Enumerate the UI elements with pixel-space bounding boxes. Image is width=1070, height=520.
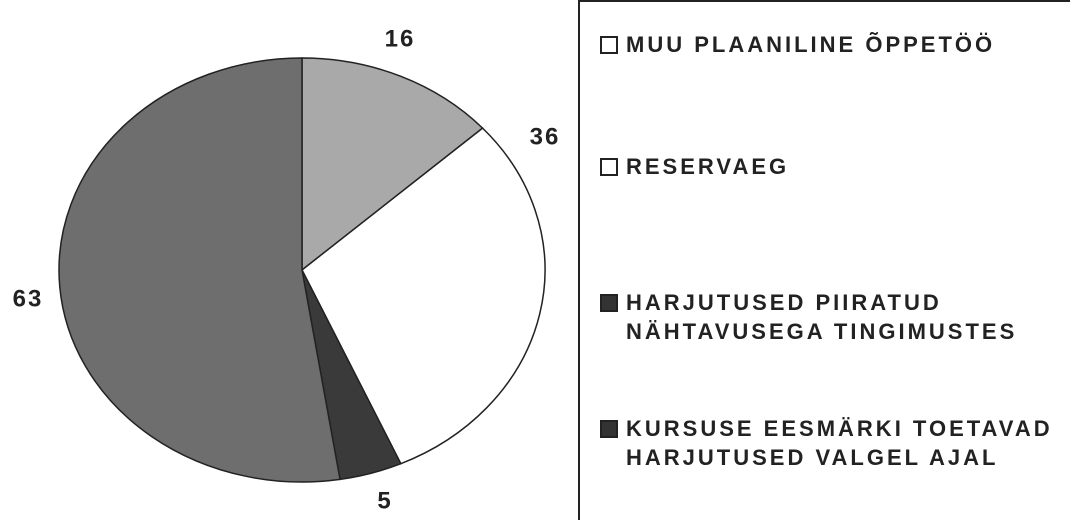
legend-swatch [600,36,618,54]
pie-slice [58,57,341,483]
legend-item: HARJUTUSED PIIRATUD NÄHTAVUSEGA TINGIMUS… [598,288,1068,346]
chart: 16 36 5 63 [13,25,561,514]
legend-swatch [600,420,618,438]
pie-slice [301,57,484,272]
data-label: 5 [377,487,392,514]
data-label: 36 [530,123,561,150]
legend-item: MUU PLAANILINE ÕPPETÖÖ [598,30,1068,59]
legend-label: HARJUTUSED PIIRATUD NÄHTAVUSEGA TINGIMUS… [626,290,1018,344]
legend-label: KURSUSE EESMÄRKI TOETAVAD HARJUTUSED VAL… [626,416,1053,470]
legend-swatch [600,158,618,176]
legend-label: RESERVAEG [626,154,790,179]
legend-item: KURSUSE EESMÄRKI TOETAVAD HARJUTUSED VAL… [598,414,1068,472]
legend: MUU PLAANILINE ÕPPETÖÖ RESERVAEG HARJUTUSE… [578,0,1070,520]
data-label: 16 [385,25,416,52]
legend-label: MUU PLAANILINE ÕPPETÖÖ [626,32,996,57]
data-label: 63 [13,285,44,312]
legend-swatch [600,294,618,312]
pie-slice [301,127,546,465]
legend-item: RESERVAEG [598,152,1068,181]
